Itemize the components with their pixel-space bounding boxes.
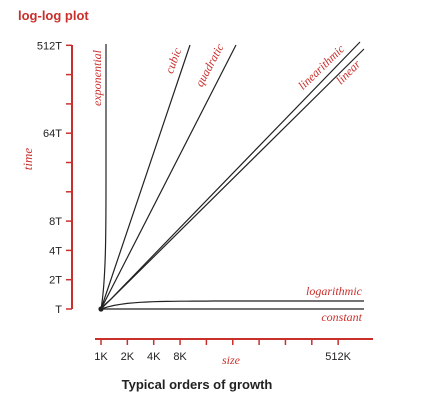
x-tick-label: 1K <box>94 351 108 363</box>
y-ticks: T 2T 4T 8T 64T 512T <box>37 40 72 316</box>
x-tick-label: 8K <box>173 351 187 363</box>
y-tick-label: 64T <box>43 128 62 140</box>
x-tick-label: 512K <box>325 351 351 363</box>
y-tick-label: T <box>55 304 62 316</box>
linearithmic-curve <box>100 41 361 310</box>
linear-label: linear <box>333 57 363 87</box>
x-tick-label: 2K <box>121 351 135 363</box>
growth-curves <box>100 41 365 310</box>
y-tick-label: 8T <box>49 216 62 228</box>
logarithmic-label: logarithmic <box>306 284 363 298</box>
y-tick-label: 512T <box>37 40 62 52</box>
exponential-curve <box>100 44 107 310</box>
constant-label: constant <box>321 310 362 324</box>
logarithmic-curve <box>100 300 364 310</box>
chart-caption: Typical orders of growth <box>122 377 273 392</box>
y-axis-label: time <box>20 148 35 171</box>
origin-point <box>98 306 104 312</box>
y-tick-label: 2T <box>49 275 62 287</box>
x-tick-label: 4K <box>147 351 161 363</box>
x-ticks: 1K 2K 4K 8K 512K <box>94 339 352 363</box>
chart-title: log-log plot <box>18 8 89 23</box>
x-axis-label: size <box>222 353 241 367</box>
quadratic-label: quadratic <box>192 41 227 89</box>
quadratic-curve <box>100 44 237 310</box>
linear-curve <box>100 48 365 310</box>
cubic-curve <box>100 44 191 310</box>
x-axis: 1K 2K 4K 8K 512K size <box>94 338 373 367</box>
exponential-label: exponential <box>90 49 104 106</box>
y-axis: T 2T 4T 8T 64T 512T time <box>20 40 73 316</box>
curve-labels: constantlogarithmiclinearlinearithmicqua… <box>90 41 363 324</box>
y-tick-label: 4T <box>49 245 62 257</box>
